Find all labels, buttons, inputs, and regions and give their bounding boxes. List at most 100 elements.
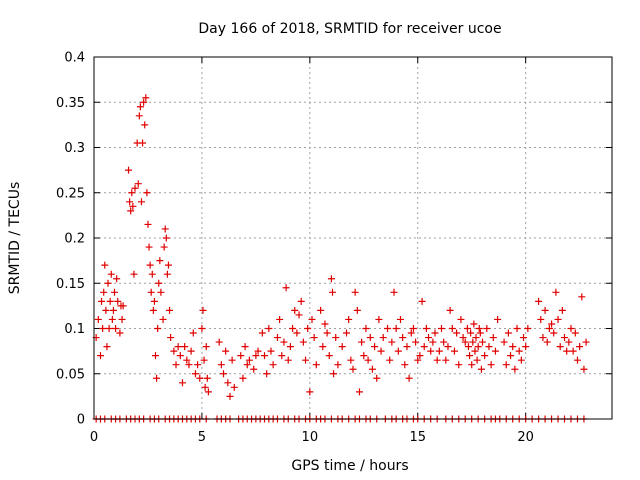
data-point — [561, 334, 569, 342]
data-point — [125, 166, 133, 174]
data-point — [295, 311, 303, 319]
data-point — [396, 315, 404, 323]
data-point — [477, 365, 485, 373]
data-point — [289, 325, 297, 332]
data-point — [131, 184, 139, 192]
data-point — [504, 329, 512, 337]
data-point — [502, 361, 510, 369]
data-point — [355, 388, 363, 396]
data-point — [159, 315, 167, 323]
data-point — [360, 352, 368, 360]
data-point — [554, 315, 562, 323]
data-point — [203, 374, 211, 382]
data-point — [565, 338, 573, 346]
data-point — [291, 306, 299, 314]
data-point — [489, 334, 497, 342]
data-point — [474, 343, 482, 351]
data-point — [425, 334, 433, 342]
y-axis-label: SRMTID / TECUs — [7, 182, 23, 295]
data-point — [414, 356, 422, 364]
data-point — [239, 374, 247, 382]
data-point — [112, 325, 120, 332]
data-point — [319, 343, 327, 351]
data-point — [220, 370, 227, 378]
data-point — [102, 306, 110, 314]
data-point — [455, 361, 463, 369]
data-point — [418, 297, 426, 305]
data-point — [453, 329, 461, 337]
data-point — [170, 347, 178, 355]
data-point — [373, 374, 381, 382]
data-point — [146, 261, 154, 269]
data-point — [204, 388, 212, 396]
data-point — [457, 315, 465, 323]
data-point — [181, 343, 189, 351]
data-point — [468, 361, 476, 369]
data-point — [552, 288, 560, 296]
data-point — [459, 334, 467, 342]
data-point — [152, 352, 160, 360]
data-point — [269, 361, 277, 369]
data-point — [379, 334, 387, 342]
data-point — [241, 343, 249, 351]
data-point — [185, 361, 193, 369]
data-point — [191, 370, 199, 378]
data-point — [467, 329, 475, 337]
data-point — [345, 315, 353, 323]
data-point — [392, 325, 400, 332]
y-tick-label: 0.1 — [64, 322, 85, 337]
data-point — [567, 325, 575, 332]
data-point — [327, 275, 335, 283]
y-tick-label: 0.15 — [56, 277, 85, 292]
data-point — [412, 338, 420, 346]
data-point — [108, 315, 116, 323]
data-point — [308, 315, 316, 323]
data-point — [139, 139, 147, 147]
x-axis-label: GPS time / hours — [291, 458, 408, 474]
data-point — [201, 383, 209, 391]
x-tick-label: 5 — [198, 430, 206, 445]
x-axis-ticks: 0 5 10 15 20 — [90, 57, 534, 445]
data-point — [407, 329, 415, 337]
data-point — [187, 347, 195, 355]
data-point — [375, 315, 383, 323]
data-point — [464, 343, 472, 351]
data-point — [105, 325, 113, 332]
data-point — [199, 306, 207, 314]
data-point — [293, 329, 301, 337]
data-point — [347, 356, 355, 364]
data-point — [535, 297, 543, 305]
data-point — [111, 288, 119, 296]
data-point — [155, 279, 163, 287]
data-point — [433, 356, 441, 364]
data-point — [103, 343, 111, 351]
data-point — [252, 352, 260, 360]
data-point — [267, 347, 275, 355]
data-point — [507, 352, 515, 360]
data-point — [317, 306, 325, 314]
data-point — [163, 270, 171, 278]
data-point — [176, 352, 184, 360]
chart-title: Day 166 of 2018, SRMTID for receiver uco… — [198, 21, 501, 37]
data-point — [254, 347, 262, 355]
data-point — [472, 334, 480, 342]
data-point — [384, 325, 392, 332]
data-point — [119, 302, 127, 310]
data-point — [405, 374, 413, 382]
data-point — [304, 325, 312, 332]
data-point — [224, 379, 232, 387]
y-tick-label: 0.35 — [56, 96, 85, 111]
data-point — [109, 306, 117, 314]
data-point — [99, 325, 107, 332]
x-tick-label: 15 — [409, 430, 426, 445]
data-point — [403, 343, 411, 351]
data-point — [144, 220, 152, 228]
data-point — [573, 356, 581, 364]
data-point — [263, 370, 271, 378]
data-point — [154, 325, 162, 332]
data-point — [444, 343, 452, 351]
data-point — [160, 243, 168, 251]
data-point — [446, 306, 454, 314]
data-point — [137, 198, 145, 206]
